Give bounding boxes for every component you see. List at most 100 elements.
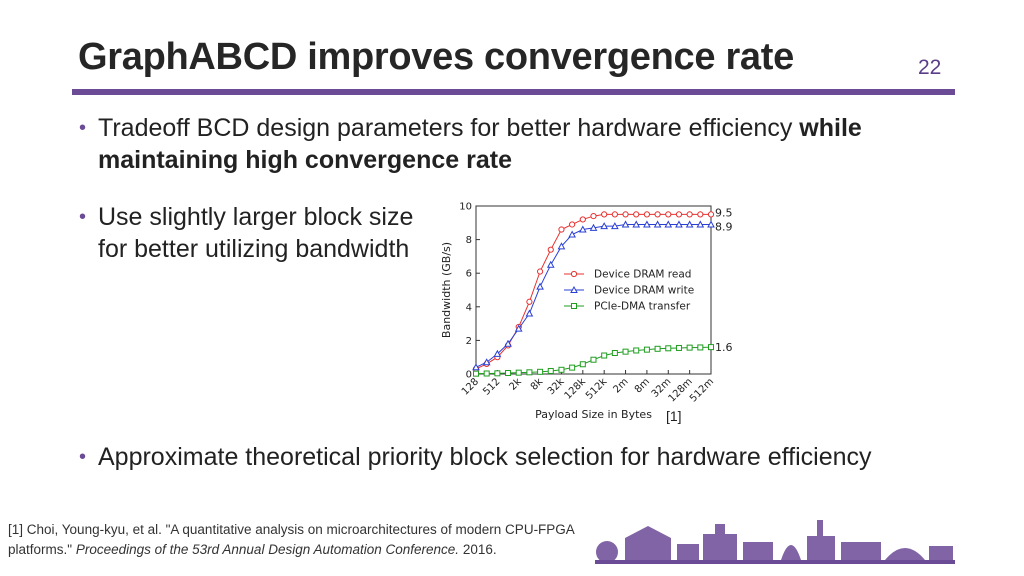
data-point-pcie-dma-transfer — [579, 361, 586, 368]
data-point-pcie-dma-transfer — [665, 345, 672, 352]
x-tick-label: 512m — [688, 376, 716, 404]
data-point-pcie-dma-transfer — [611, 350, 618, 356]
data-point-device-dram-write — [546, 260, 555, 268]
end-value-label: 8.9 — [715, 220, 733, 233]
data-point-pcie-dma-transfer — [654, 345, 661, 352]
data-point-pcie-dma-transfer — [675, 344, 682, 351]
end-value-label: 1.6 — [715, 341, 733, 354]
data-point-device-dram-write — [557, 242, 566, 250]
data-point-pcie-dma-transfer — [515, 369, 522, 376]
data-point-pcie-dma-transfer — [633, 347, 640, 354]
x-tick-label: 512 — [481, 376, 502, 397]
data-point-pcie-dma-transfer — [643, 346, 650, 353]
citation-marker: [1] — [666, 408, 682, 424]
legend-entry-device-dram-read: Device DRAM read — [594, 269, 691, 281]
data-point-device-dram-write — [611, 222, 619, 230]
data-point-device-dram-write — [504, 339, 512, 347]
data-point-device-dram-read — [526, 298, 533, 305]
data-point-device-dram-read — [622, 211, 629, 218]
bullet-marker: • — [79, 446, 87, 468]
data-point-device-dram-write — [600, 222, 609, 230]
bullet-block-size: • Use slightly larger block size for bett… — [79, 201, 418, 265]
data-point-pcie-dma-transfer — [622, 348, 629, 355]
data-point-device-dram-read — [665, 211, 672, 218]
data-point-device-dram-read — [707, 211, 715, 218]
footnote-citation: [1] Choi, Young-kyu, et al. "A quantitat… — [8, 520, 598, 560]
legend-marker — [570, 270, 578, 278]
legend-entry-device-dram-write: Device DRAM write — [594, 285, 694, 297]
data-point-pcie-dma-transfer — [526, 369, 533, 376]
data-point-device-dram-read — [601, 211, 608, 218]
x-tick-label: 128 — [460, 376, 481, 397]
data-point-device-dram-write — [525, 309, 534, 317]
x-tick-label: 512k — [584, 376, 610, 402]
data-point-device-dram-read — [686, 211, 693, 218]
data-point-pcie-dma-transfer — [558, 366, 565, 373]
data-point-pcie-dma-transfer — [601, 352, 608, 359]
data-point-device-dram-write — [493, 349, 502, 357]
x-axis-label: Payload Size in Bytes — [535, 408, 652, 421]
data-point-device-dram-write — [472, 363, 480, 371]
y-tick-label: 10 — [459, 202, 472, 213]
y-tick-label: 4 — [466, 302, 472, 313]
data-point-device-dram-read — [633, 211, 640, 218]
data-point-device-dram-read — [611, 211, 618, 218]
bullet-marker: • — [79, 117, 87, 139]
bullet-marker: • — [79, 206, 87, 228]
footer-rule — [595, 560, 955, 564]
data-point-device-dram-write — [621, 220, 630, 228]
data-point-device-dram-write — [632, 220, 641, 228]
data-point-pcie-dma-transfer — [708, 344, 714, 351]
legend-marker — [570, 285, 578, 293]
y-tick-label: 0 — [466, 370, 472, 381]
data-point-device-dram-write — [514, 324, 523, 332]
data-point-device-dram-read — [547, 246, 554, 253]
data-point-device-dram-read — [643, 211, 651, 218]
data-point-pcie-dma-transfer — [483, 370, 490, 377]
x-tick-label: 2k — [507, 376, 524, 393]
data-point-device-dram-write — [536, 282, 544, 290]
data-point-device-dram-write — [568, 230, 576, 238]
data-point-device-dram-write — [696, 220, 705, 228]
campus-skyline-logo — [596, 520, 953, 563]
data-point-device-dram-write — [685, 220, 694, 228]
data-point-device-dram-write — [707, 220, 715, 228]
page-number: 22 — [918, 56, 942, 79]
data-point-device-dram-read — [590, 212, 597, 220]
legend-entry-pcie-dma-transfer: PCIe-DMA transfer — [594, 301, 691, 313]
data-point-device-dram-write — [589, 223, 598, 231]
legend-marker — [571, 303, 577, 309]
title-underline — [72, 89, 955, 95]
footnote-year: 2016. — [459, 542, 497, 557]
data-point-device-dram-read — [675, 211, 683, 218]
data-point-device-dram-write — [653, 220, 662, 228]
data-point-device-dram-read — [697, 211, 704, 218]
footnote-text: [1] Choi, Young-kyu, et al. "A quantitat… — [8, 522, 575, 557]
bullet-priority-selection: • Approximate theoretical priority block … — [79, 441, 958, 473]
data-point-pcie-dma-transfer — [473, 370, 479, 377]
data-point-device-dram-read — [558, 226, 565, 233]
data-point-pcie-dma-transfer — [686, 344, 693, 351]
bullet-tradeoff: • Tradeoff BCD design parameters for bett… — [79, 112, 958, 176]
slide-title: GraphABCD improves convergence rate — [78, 36, 794, 78]
y-axis-label: Bandwidth (GB/s) — [440, 242, 453, 338]
x-tick-label: 2m — [611, 376, 630, 395]
data-point-device-dram-write — [675, 220, 683, 228]
bullet-bold-text: while maintaining high convergence rate — [98, 114, 862, 174]
data-point-pcie-dma-transfer — [494, 370, 501, 377]
y-tick-label: 8 — [466, 235, 472, 246]
y-tick-label: 2 — [466, 336, 472, 347]
plot-frame — [475, 205, 712, 375]
data-point-device-dram-read — [569, 221, 576, 228]
data-point-device-dram-read — [579, 216, 586, 223]
bullet-text: Tradeoff BCD design parameters for bette… — [98, 114, 800, 142]
data-point-device-dram-write — [578, 225, 587, 233]
data-point-device-dram-read — [654, 211, 661, 218]
data-point-pcie-dma-transfer — [590, 356, 597, 363]
bullet-text: Use slightly larger block size for bette… — [98, 203, 414, 263]
data-point-device-dram-write — [664, 220, 673, 228]
data-point-pcie-dma-transfer — [547, 367, 554, 374]
data-point-pcie-dma-transfer — [697, 344, 704, 351]
data-point-device-dram-read — [536, 268, 544, 275]
